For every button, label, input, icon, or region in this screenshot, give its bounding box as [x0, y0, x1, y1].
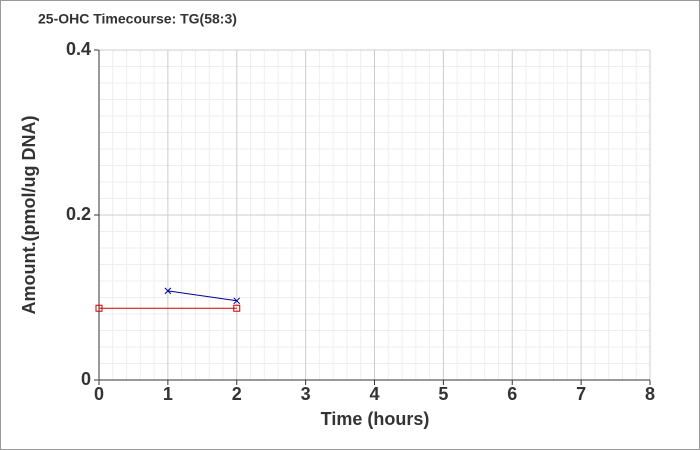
x-tick-label: 7 [576, 384, 586, 404]
series-line [167, 290, 237, 302]
x-tick-label: 1 [163, 384, 173, 404]
point [233, 304, 241, 312]
x-tick-label: 5 [438, 384, 448, 404]
x-tick-label: 3 [301, 384, 311, 404]
point [95, 304, 103, 312]
x-tick-label: 4 [369, 384, 379, 404]
x-tick-label: 2 [232, 384, 242, 404]
y-tick-label: 0.4 [66, 39, 91, 59]
x-tick-label: 6 [507, 384, 517, 404]
point [164, 287, 172, 295]
x-tick-label: 0 [94, 384, 104, 404]
point [233, 297, 241, 305]
chart-title: 25-OHC Timecourse: TG(58:3) [38, 11, 237, 27]
x-tick-label: 8 [645, 384, 655, 404]
y-tick-label: 0.2 [66, 204, 91, 224]
x-axis-label: Time (hours) [321, 409, 430, 429]
y-tick-label: 0 [81, 369, 91, 389]
y-axis-label: Amount.(pmol/ug DNA) [19, 116, 39, 315]
